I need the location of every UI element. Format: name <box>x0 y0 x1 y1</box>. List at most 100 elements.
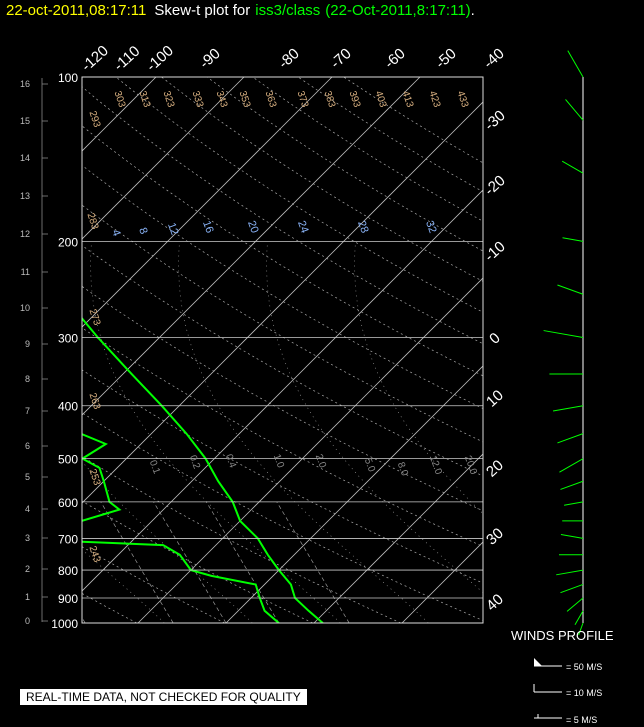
height-tick: 11 <box>21 267 30 277</box>
dry-adiabat-label: 313 <box>137 90 153 110</box>
dry-adiabat-label: 243 <box>87 545 103 565</box>
wind-barb <box>559 458 584 473</box>
wind-barb <box>566 597 584 612</box>
mixing-ratio-line <box>100 501 174 623</box>
dry-adiabat-label: 423 <box>427 90 443 110</box>
mixing-ratio-label: 2.0 <box>313 453 328 470</box>
isotherm-line <box>82 77 245 240</box>
wind-barb <box>564 501 584 506</box>
legend-item-10: = 10 M/S <box>566 688 603 698</box>
wind-barb <box>560 583 584 594</box>
mixing-ratio-label: 5.0 <box>362 457 377 474</box>
dry-adiabat <box>115 77 483 313</box>
plot-area <box>0 77 483 623</box>
wind-barb <box>562 237 584 242</box>
moist-adiabat-label: 16 <box>200 219 215 235</box>
header-suffix: (22-Oct-2011,8:17:11) <box>325 2 471 19</box>
top-temp-tick: -90 <box>196 45 223 72</box>
pressure-tick: 800 <box>58 564 78 578</box>
right-temp-tick: 10 <box>483 387 507 411</box>
mixing-ratio-label: 0.1 <box>147 459 162 476</box>
height-tick: 10 <box>20 303 30 313</box>
isotherm-line <box>82 101 483 504</box>
right-temp-tick: -20 <box>481 172 508 199</box>
height-tick: 15 <box>20 116 30 126</box>
wind-barb <box>560 480 584 490</box>
wind-barb <box>557 433 584 444</box>
height-tick: 2 <box>25 564 30 574</box>
top-temp-tick: -100 <box>143 42 177 75</box>
height-tick: 12 <box>20 229 30 239</box>
mixing-ratio-label: 0.4 <box>223 453 238 470</box>
isotherm-line <box>137 277 483 623</box>
mixing-ratio-label: 8.0 <box>395 461 410 478</box>
height-tick: 8 <box>25 374 30 384</box>
chart-header: 22-oct-2011,08:17:11 Skew-t plot for iss3/… <box>6 2 475 19</box>
top-temp-tick: -120 <box>78 42 112 75</box>
dry-adiabat-label: 273 <box>87 308 103 328</box>
dry-adiabat-label: 283 <box>85 212 101 232</box>
isotherm-line <box>82 189 483 592</box>
dry-adiabat-label: 403 <box>373 90 389 110</box>
dry-adiabat-label: 393 <box>347 90 363 110</box>
height-tick: 6 <box>25 441 30 451</box>
top-temp-tick: -70 <box>327 45 354 72</box>
dry-adiabat <box>82 546 225 623</box>
moist-adiabat <box>90 241 341 623</box>
isotherm-line <box>313 453 483 623</box>
height-tick: 7 <box>25 406 30 416</box>
moist-adiabat <box>266 241 483 593</box>
isotherm-line <box>401 541 483 623</box>
wind-barb <box>561 160 584 174</box>
isotherm-line <box>225 365 483 623</box>
right-temp-tick: 0 <box>486 330 504 348</box>
dry-adiabat <box>82 125 483 377</box>
moist-adiabat <box>82 460 253 623</box>
wind-barb <box>578 622 584 636</box>
wind-barb <box>557 284 584 295</box>
dry-adiabat <box>206 77 483 252</box>
right-temp-tick: -30 <box>481 107 508 134</box>
right-temp-tick: 40 <box>483 591 507 615</box>
dewpoint-trace <box>82 433 280 623</box>
moist-adiabat-label: 24 <box>295 219 310 235</box>
pressure-tick: 600 <box>58 496 78 510</box>
dry-adiabat-label: 373 <box>295 90 311 110</box>
legend-item-5: = 5 M/S <box>566 715 598 725</box>
top-temp-tick: -60 <box>381 45 408 72</box>
temperature-trace <box>82 316 324 623</box>
header-period: . <box>470 2 475 19</box>
pressure-tick: 1000 <box>51 617 78 631</box>
moist-adiabat <box>82 549 165 623</box>
right-temp-tick: 20 <box>483 457 507 481</box>
height-tick: 0 <box>25 616 30 626</box>
dry-adiabat <box>82 204 483 443</box>
dry-adiabat <box>82 245 483 477</box>
height-tick: 9 <box>25 339 30 349</box>
top-temp-tick: -40 <box>480 45 507 72</box>
pressure-tick: 900 <box>58 592 78 606</box>
wind-barb <box>574 610 584 625</box>
header-datetime: 22-oct-2011,08:17:11 <box>6 2 147 19</box>
pressure-tick: 300 <box>58 332 78 346</box>
pressure-tick: 200 <box>58 235 78 249</box>
dry-adiabat <box>82 285 483 512</box>
mixing-ratio-label: 1.0 <box>271 453 286 470</box>
dry-adiabat-label: 413 <box>400 90 416 110</box>
dry-adiabat <box>82 369 483 584</box>
mixing-ratio-line <box>0 502 15 623</box>
height-tick: 14 <box>20 153 30 163</box>
dry-adiabat-label: 343 <box>214 90 230 110</box>
dry-adiabat <box>82 456 401 623</box>
top-temp-tick: -50 <box>432 45 459 72</box>
header-station: iss3/class <box>255 2 321 19</box>
right-temp-tick: -10 <box>481 238 508 265</box>
wind-barb <box>556 569 584 576</box>
dry-adiabat <box>161 77 483 282</box>
wind-barb <box>560 534 584 539</box>
pressure-tick: 500 <box>58 453 78 467</box>
plot-frame <box>81 76 484 624</box>
dry-adiabat-label: 263 <box>87 392 103 412</box>
moist-adiabat-label: 20 <box>245 219 260 235</box>
winds-profile-title: WINDS PROFILE <box>511 628 614 643</box>
